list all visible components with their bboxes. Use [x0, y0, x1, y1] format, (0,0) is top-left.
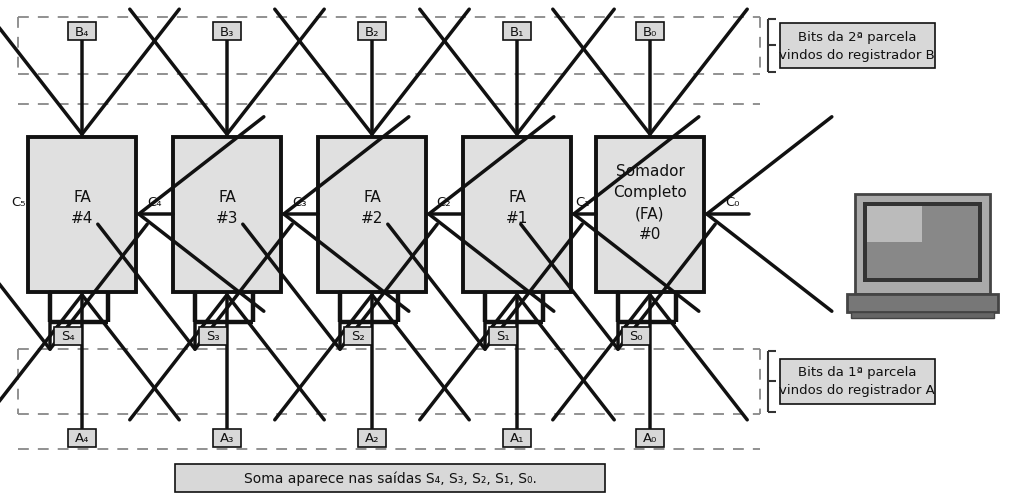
Bar [596, 138, 705, 293]
Bar [867, 206, 978, 279]
Bar [489, 327, 517, 345]
Bar [213, 23, 241, 41]
Text: Bits da 1ª parcela
vindos do registrador A: Bits da 1ª parcela vindos do registrador… [779, 366, 935, 397]
Bar [54, 327, 82, 345]
Text: A₀: A₀ [643, 432, 657, 444]
Text: FA
#1: FA #1 [506, 189, 528, 225]
Bar [28, 138, 136, 293]
Text: B₃: B₃ [220, 26, 234, 39]
Text: S₃: S₃ [206, 330, 220, 343]
Bar [68, 429, 96, 447]
Bar [503, 23, 531, 41]
Bar [318, 138, 426, 293]
Text: C₂: C₂ [436, 196, 452, 209]
Text: FA
#2: FA #2 [360, 189, 383, 225]
Text: A₁: A₁ [510, 432, 524, 444]
Text: S₁: S₁ [497, 330, 510, 343]
Bar [863, 202, 982, 283]
Bar [173, 138, 281, 293]
Bar [503, 429, 531, 447]
Text: B₄: B₄ [75, 26, 89, 39]
Text: C₁: C₁ [575, 196, 590, 209]
Bar [213, 429, 241, 447]
Text: FA
#4: FA #4 [71, 189, 93, 225]
Bar [358, 429, 386, 447]
Bar [68, 23, 96, 41]
Text: Soma aparece nas saídas S₄, S₃, S₂, S₁, S₀.: Soma aparece nas saídas S₄, S₃, S₂, S₁, … [244, 471, 537, 485]
Bar [847, 295, 998, 313]
Bar [199, 327, 227, 345]
Bar [344, 327, 372, 345]
Bar [358, 23, 386, 41]
Text: S₄: S₄ [61, 330, 75, 343]
Bar [855, 194, 990, 295]
Bar [463, 138, 571, 293]
Text: C₅: C₅ [10, 196, 26, 209]
Text: Somador
Completo
(FA)
#0: Somador Completo (FA) #0 [613, 164, 687, 241]
Text: C₄: C₄ [146, 196, 161, 209]
Text: B₂: B₂ [365, 26, 379, 39]
Text: C₀: C₀ [725, 196, 739, 209]
Text: S₀: S₀ [629, 330, 643, 343]
Bar [622, 327, 650, 345]
Text: A₄: A₄ [75, 432, 89, 444]
Text: A₃: A₃ [220, 432, 234, 444]
Bar [636, 429, 664, 447]
Text: B₀: B₀ [643, 26, 657, 39]
Bar [867, 206, 922, 242]
Text: C₃: C₃ [292, 196, 306, 209]
Bar [175, 464, 605, 492]
Text: FA
#3: FA #3 [216, 189, 239, 225]
Bar [780, 359, 935, 404]
Bar [636, 23, 664, 41]
Text: Bits da 2ª parcela
vindos do registrador B: Bits da 2ª parcela vindos do registrador… [779, 31, 935, 62]
Bar [851, 313, 994, 318]
Text: S₂: S₂ [351, 330, 365, 343]
Text: B₁: B₁ [510, 26, 524, 39]
Bar [780, 24, 935, 69]
Text: A₂: A₂ [365, 432, 379, 444]
